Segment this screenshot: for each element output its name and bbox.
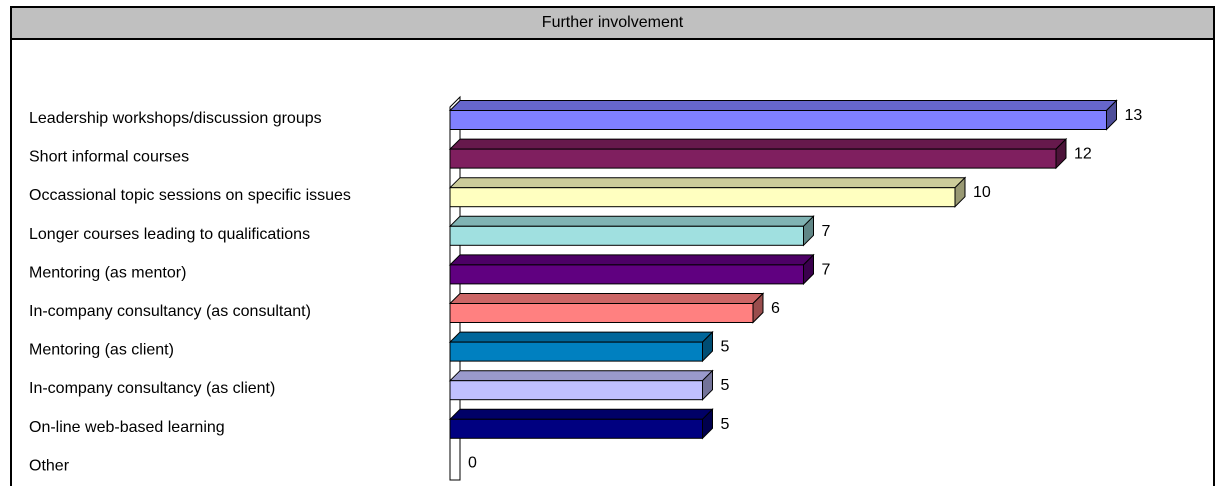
bar-side: [1055, 137, 1067, 170]
bar-top: [448, 254, 815, 266]
bar: [449, 110, 1107, 130]
data-label: 7: [822, 261, 831, 278]
bar-top: [448, 293, 765, 304]
bar: [449, 225, 804, 246]
category-label: Other: [29, 457, 70, 474]
bar-top: [448, 177, 967, 189]
data-label: 6: [771, 300, 780, 317]
data-label: 5: [721, 377, 730, 394]
bar-side: [954, 176, 966, 208]
data-label: 5: [721, 339, 730, 356]
bar-top: [448, 100, 1118, 111]
chart-title: Further involvement: [541, 14, 684, 31]
bar-side: [752, 292, 764, 324]
category-label: On-line web-based learning: [29, 419, 225, 436]
category-label: In-company consultancy (as consultant): [29, 303, 311, 320]
category-label: Short informal courses: [29, 149, 189, 166]
bar-top: [448, 370, 714, 382]
category-label: Longer courses leading to qualifications: [29, 226, 310, 243]
bar-top: [448, 215, 815, 227]
category-label: Mentoring (as mentor): [29, 264, 186, 281]
bar-side: [1106, 99, 1117, 131]
bar-side: [803, 215, 814, 247]
bar-side: [702, 330, 713, 363]
bar-side: [702, 408, 713, 440]
bar: [449, 303, 754, 323]
category-label: Mentoring (as client): [29, 342, 174, 359]
data-label: 5: [721, 416, 730, 433]
bar-top: [448, 331, 714, 343]
category-label: Leadership workshops/discussion groups: [29, 110, 322, 127]
data-label: 7: [822, 223, 831, 240]
bar: [449, 148, 1057, 169]
chart-frame: Further involvement: [10, 6, 1215, 486]
data-label: 0: [468, 454, 477, 471]
category-label: In-company consultancy (as client): [29, 380, 275, 397]
category-label: Occassional topic sessions on specific i…: [29, 187, 351, 204]
bar: [449, 418, 703, 439]
bar: [449, 380, 703, 401]
bar-side: [702, 369, 713, 401]
bar: [449, 341, 703, 362]
bar: [449, 187, 956, 208]
chart-title-bar: Further involvement: [12, 8, 1213, 40]
data-label: 10: [973, 184, 991, 201]
bar-top: [448, 138, 1068, 150]
bar-side: [803, 253, 814, 286]
data-label: 13: [1125, 107, 1143, 124]
data-label: 12: [1074, 146, 1092, 163]
bar-top: [448, 408, 714, 420]
bar: [449, 264, 804, 285]
